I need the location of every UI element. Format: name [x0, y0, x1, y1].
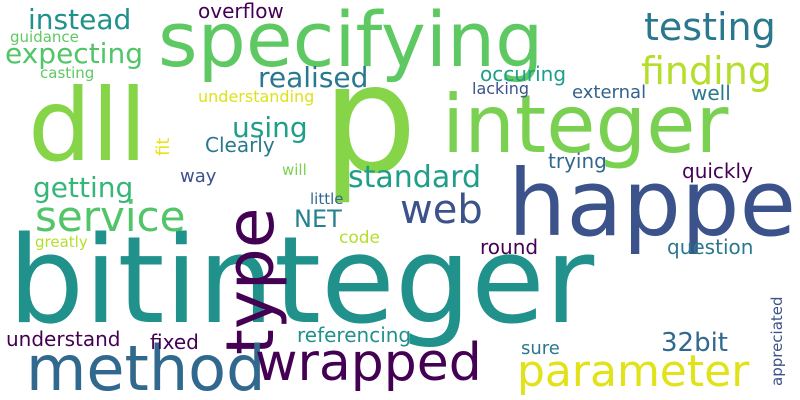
word-method: method: [26, 332, 266, 400]
word-trying: trying: [548, 149, 607, 173]
word-quickly: quickly: [682, 159, 753, 183]
word-wrapped: wrapped: [255, 333, 482, 393]
word-question: question: [667, 235, 754, 259]
word-getting: getting: [33, 171, 134, 204]
word-will: will: [282, 161, 307, 179]
word-code: code: [339, 228, 380, 248]
word-standard: standard: [348, 160, 482, 195]
word-instead: instead: [28, 3, 132, 36]
word-lacking: lacking: [472, 79, 530, 98]
word-way: way: [180, 166, 217, 187]
word-greatly: greatly: [35, 233, 88, 251]
word-expecting: expecting: [5, 37, 143, 70]
word-web: web: [400, 187, 483, 233]
word-specifying: specifying: [158, 0, 544, 84]
word-guidance: guidance: [10, 28, 79, 46]
word-well: well: [691, 81, 731, 105]
word-occuring: occuring: [480, 62, 567, 86]
word-referencing: referencing: [297, 323, 412, 347]
word-parameter: parameter: [517, 346, 750, 397]
word-NET: NET: [294, 205, 342, 233]
word-appreciated: appreciated: [768, 296, 786, 386]
word-realised: realised: [258, 61, 369, 94]
word-32bit: 32bit: [661, 328, 729, 358]
word-dll: dll: [28, 67, 148, 184]
word-round: round: [480, 235, 539, 259]
word-sure: sure: [521, 338, 560, 359]
word-testing: testing: [644, 5, 776, 49]
word-fit: fit: [153, 137, 174, 156]
word-external: external: [572, 82, 647, 103]
word-happen: happen: [508, 150, 800, 257]
word-fixed: fixed: [150, 330, 199, 354]
word-integer: integer: [442, 78, 729, 171]
word-overflow: overflow: [198, 0, 284, 23]
word-finding: finding: [641, 49, 772, 93]
word-Clearly: Clearly: [205, 133, 275, 157]
word-understand: understand: [6, 327, 121, 351]
word-p: p: [322, 33, 418, 207]
word-using: using: [232, 111, 308, 144]
word-casting: casting: [40, 64, 95, 82]
word-little: little: [310, 190, 344, 208]
word-understanding: understanding: [198, 87, 315, 106]
word-service: service: [35, 192, 186, 241]
word-bitinteger: bitinteger: [8, 212, 595, 351]
